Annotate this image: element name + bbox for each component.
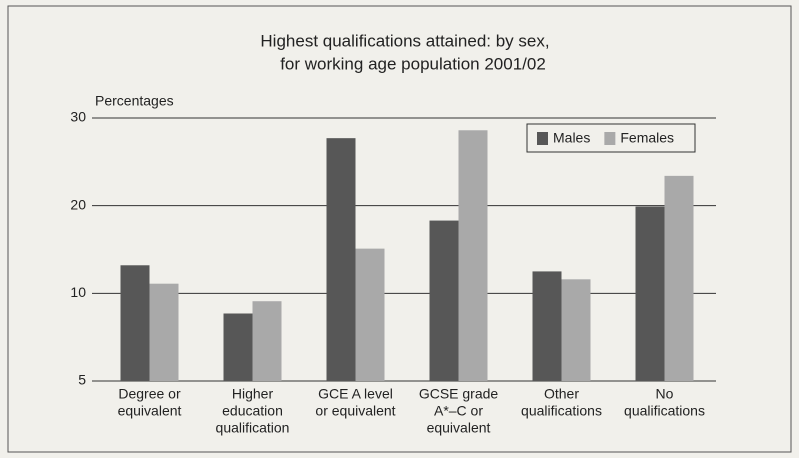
bar — [252, 301, 282, 381]
bar — [561, 279, 591, 381]
x-tick-label: education — [222, 403, 283, 419]
y-tick-label: 20 — [70, 196, 86, 212]
legend-swatch — [604, 132, 616, 145]
x-tick-label: qualification — [216, 420, 290, 436]
y-tick-label: 30 — [70, 109, 86, 125]
x-tick-label: equivalent — [118, 403, 182, 419]
x-tick-label: qualifications — [521, 403, 602, 419]
bar — [326, 138, 356, 381]
bar — [532, 271, 562, 381]
bar — [223, 313, 253, 381]
y-tick-label: 5 — [78, 372, 86, 388]
chart-title: for working age population 2001/02 — [280, 54, 546, 73]
bar — [664, 175, 694, 381]
x-tick-label: No — [656, 386, 674, 402]
x-tick-label: equivalent — [427, 420, 491, 436]
bar — [458, 130, 488, 381]
x-tick-label: Degree or — [118, 386, 181, 402]
y-tick-label: 10 — [70, 284, 86, 300]
bar — [355, 248, 385, 381]
legend-label: Females — [620, 130, 674, 146]
legend-swatch — [537, 132, 548, 145]
legend-label: Males — [553, 130, 590, 146]
x-tick-label: qualifications — [624, 403, 705, 419]
bar — [635, 206, 665, 381]
x-tick-label: Higher — [232, 386, 274, 402]
bar — [120, 265, 150, 381]
bar — [429, 220, 459, 381]
chart-title: Highest qualifications attained: by sex, — [260, 31, 549, 50]
x-tick-label: Other — [544, 386, 579, 402]
x-tick-label: or equivalent — [315, 403, 395, 419]
x-tick-label: A*–C or — [434, 403, 483, 419]
x-tick-label: GCE A level — [318, 386, 393, 402]
x-tick-label: GCSE grade — [419, 386, 499, 402]
bar — [149, 283, 179, 381]
y-axis-label: Percentages — [95, 93, 174, 109]
